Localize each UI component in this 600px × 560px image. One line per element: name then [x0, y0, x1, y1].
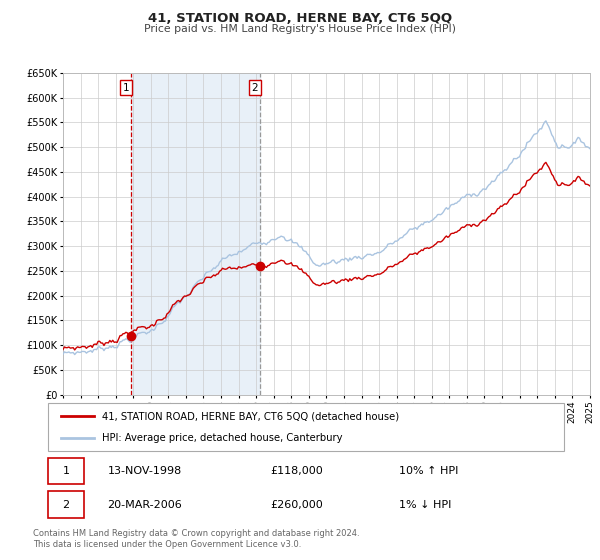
Text: £260,000: £260,000: [270, 500, 323, 510]
Text: HPI: Average price, detached house, Canterbury: HPI: Average price, detached house, Cant…: [102, 433, 343, 443]
Bar: [131, 73, 260, 395]
Text: 13-NOV-1998: 13-NOV-1998: [107, 466, 182, 476]
Text: 2: 2: [62, 500, 70, 510]
Text: 1: 1: [122, 83, 129, 92]
Text: 20-MAR-2006: 20-MAR-2006: [107, 500, 182, 510]
Text: 41, STATION ROAD, HERNE BAY, CT6 5QQ (detached house): 41, STATION ROAD, HERNE BAY, CT6 5QQ (de…: [102, 411, 400, 421]
Text: Price paid vs. HM Land Registry's House Price Index (HPI): Price paid vs. HM Land Registry's House …: [144, 24, 456, 34]
Text: Contains HM Land Registry data © Crown copyright and database right 2024.
This d: Contains HM Land Registry data © Crown c…: [33, 529, 359, 549]
Text: 1% ↓ HPI: 1% ↓ HPI: [399, 500, 451, 510]
Text: 10% ↑ HPI: 10% ↑ HPI: [399, 466, 458, 476]
Text: £118,000: £118,000: [270, 466, 323, 476]
Text: 41, STATION ROAD, HERNE BAY, CT6 5QQ: 41, STATION ROAD, HERNE BAY, CT6 5QQ: [148, 12, 452, 25]
Text: 2: 2: [251, 83, 258, 92]
FancyBboxPatch shape: [48, 492, 84, 518]
FancyBboxPatch shape: [48, 403, 564, 451]
FancyBboxPatch shape: [48, 458, 84, 484]
Text: 1: 1: [62, 466, 70, 476]
